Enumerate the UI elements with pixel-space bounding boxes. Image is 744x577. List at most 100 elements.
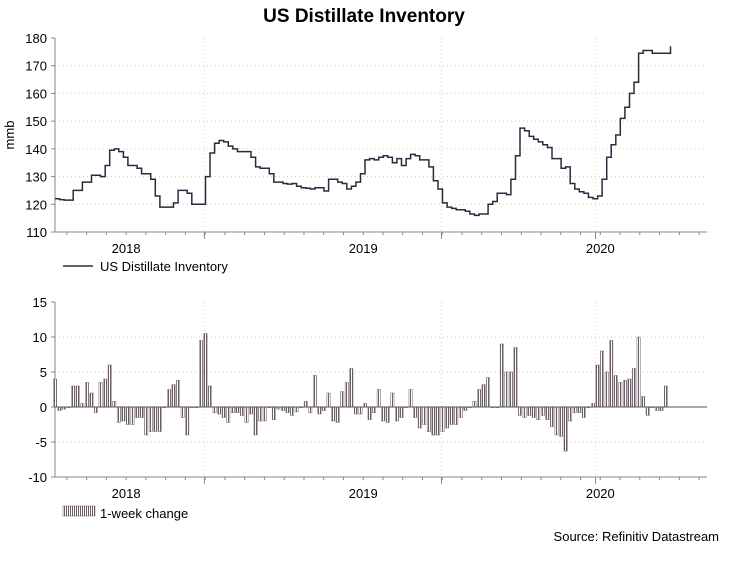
bar-mark	[212, 406, 217, 413]
bar-mark	[344, 382, 349, 408]
bar-mark	[326, 392, 331, 408]
weekly-change-bar-chart: -10 -5 0 5 10 15 2018 2019 2020 1-week change	[28, 295, 707, 521]
bar-mark	[623, 380, 627, 408]
legend-label: US Distillate Inventory	[100, 259, 228, 274]
bar-mark	[244, 406, 249, 423]
y-tick-label: 5	[40, 365, 47, 380]
bar-mark	[472, 401, 477, 408]
bar-mark	[340, 391, 345, 408]
bar-mark	[518, 406, 522, 416]
bar-mark	[408, 389, 413, 408]
bar-mark	[659, 406, 664, 411]
bar-mark	[57, 406, 62, 411]
bar-mark	[116, 406, 121, 423]
bar-mark	[167, 389, 171, 408]
bar-mark	[618, 382, 623, 408]
y-tick-label: 160	[25, 86, 47, 101]
bar-mark	[477, 389, 481, 408]
x-tick-label: 2018	[112, 486, 141, 501]
bar-mark	[563, 406, 568, 452]
bar-mark	[303, 401, 308, 408]
bar-mark	[440, 406, 445, 432]
bar-mark	[591, 403, 595, 408]
bar-mark	[258, 406, 263, 422]
bar-mark	[262, 406, 267, 422]
bar-mark	[285, 406, 290, 413]
bar-mark	[609, 340, 614, 408]
bar-mark	[568, 406, 573, 422]
bar-mark	[75, 385, 80, 408]
bar-mark	[253, 406, 258, 436]
bar-mark	[335, 406, 340, 423]
bar-mark	[235, 406, 240, 413]
y-tick-label: 120	[25, 197, 47, 212]
inventory-line-chart: 110 120 130 140 150 160 170 180 2018 2019 2020 mmb U…	[2, 31, 707, 274]
bar-mark	[294, 406, 299, 413]
bar-mark	[413, 406, 418, 418]
bar-mark	[504, 371, 509, 408]
bar-mark	[317, 406, 322, 415]
legend-label: 1-week change	[100, 506, 188, 521]
bar-mark	[185, 406, 190, 436]
y-tick-label: 170	[25, 59, 47, 74]
y-tick-label: 140	[25, 142, 47, 157]
bar-mark	[536, 406, 541, 420]
bar-mark	[554, 406, 559, 436]
x-tick-label: 2020	[586, 241, 615, 256]
bar-mark	[522, 406, 527, 418]
bar-mark	[135, 406, 139, 418]
bar-mark	[604, 371, 609, 408]
bar-mark	[390, 392, 395, 408]
bar-mark	[148, 406, 153, 432]
bar-mark	[308, 406, 313, 413]
bar-mark	[89, 392, 94, 408]
bar-mark	[199, 340, 203, 408]
bar-mark	[486, 377, 491, 408]
bar-mark	[98, 382, 103, 408]
bar-mark	[445, 406, 449, 429]
bar-mark	[513, 347, 518, 408]
bar-mark	[208, 385, 212, 408]
bar-mark	[94, 406, 98, 413]
x-tick-label: 2019	[349, 241, 378, 256]
bar-mark	[153, 406, 158, 432]
bar-mark	[454, 406, 459, 425]
bar-mark	[600, 350, 604, 408]
bar-mark	[349, 368, 354, 408]
bar-mark	[654, 406, 659, 411]
bar-mark	[463, 406, 468, 411]
y-tick-label: 180	[25, 31, 47, 46]
bar-mark	[381, 406, 386, 422]
bar-mark	[559, 406, 563, 437]
source-note: Source: Refinitiv Datastream	[554, 529, 719, 544]
legend-bar-swatch	[62, 505, 96, 517]
bar-mark	[372, 406, 377, 413]
bar-mark	[80, 403, 85, 408]
y-tick-label: 130	[25, 170, 47, 185]
bar-mark	[271, 406, 276, 420]
bar-mark	[139, 406, 144, 418]
bar-mark	[509, 371, 513, 408]
y-tick-label: -10	[28, 470, 47, 485]
bar-mark	[126, 406, 130, 425]
bar-mark	[550, 406, 554, 427]
bar-mark	[431, 406, 436, 436]
bar-mark	[458, 406, 463, 418]
bar-mark	[249, 406, 253, 415]
bar-mark	[221, 406, 226, 418]
bar-mark	[312, 375, 317, 408]
bar-mark	[130, 406, 135, 425]
x-tick-label: 2020	[586, 486, 615, 501]
bar-mark	[103, 378, 108, 408]
bar-mark	[540, 406, 545, 416]
bar-mark	[112, 401, 117, 408]
y-tick-label: 15	[33, 295, 47, 310]
bar-mark	[527, 406, 532, 416]
bar-mark	[436, 406, 440, 436]
y-tick-label: 150	[25, 114, 47, 129]
bar-mark	[399, 406, 404, 418]
bar-mark	[376, 389, 381, 408]
bar-mark	[627, 378, 632, 408]
bar-mark	[577, 406, 582, 413]
bar-mark	[171, 384, 176, 408]
